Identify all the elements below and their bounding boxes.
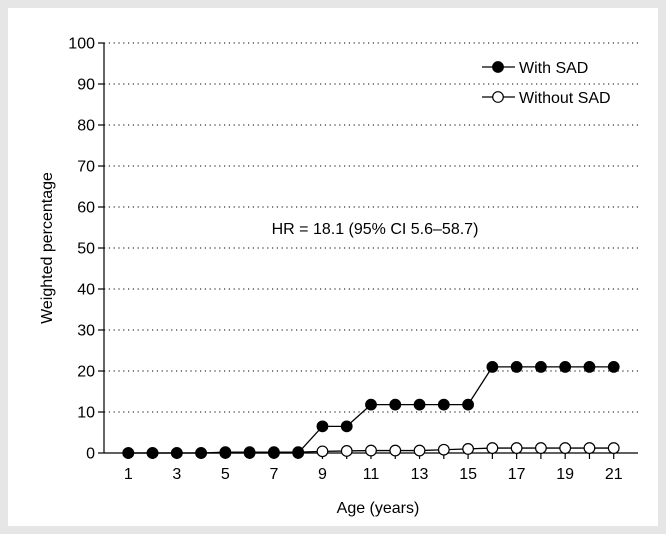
x-tick-label-1: 1 bbox=[124, 466, 133, 483]
with-sad-point-15 bbox=[462, 398, 474, 411]
with-sad-point-5 bbox=[219, 447, 232, 459]
with-sad-point-20 bbox=[583, 361, 596, 373]
with-sad-point-14 bbox=[437, 398, 450, 411]
legend: With SAD Without SAD bbox=[482, 60, 611, 107]
with-sad-point-11 bbox=[365, 398, 377, 411]
without-sad-point-14 bbox=[437, 443, 450, 456]
x-tick-label-13: 13 bbox=[411, 466, 429, 483]
y-tick-label-50: 50 bbox=[77, 241, 95, 258]
x-tick-label-7: 7 bbox=[269, 466, 278, 483]
hazard-ratio-annotation: HR = 18.1 (95% CI 5.6–58.7) bbox=[272, 221, 479, 238]
without-sad-point-12 bbox=[389, 444, 402, 457]
without-sad-point-15 bbox=[462, 443, 474, 455]
series-layer bbox=[122, 361, 620, 459]
legend-label-with-sad: With SAD bbox=[519, 60, 588, 77]
x-tick-label-3: 3 bbox=[172, 466, 181, 483]
plot-panel bbox=[8, 8, 658, 526]
with-sad-point-3 bbox=[170, 447, 183, 459]
without-sad-point-21 bbox=[607, 442, 620, 454]
with-sad-point-21 bbox=[607, 361, 620, 373]
with-sad-point-1 bbox=[122, 447, 135, 459]
y-tick-label-0: 0 bbox=[86, 446, 95, 463]
x-tick-label-9: 9 bbox=[318, 466, 327, 483]
y-axis-label: Weighted percentage bbox=[39, 172, 56, 324]
with-sad-point-12 bbox=[389, 398, 402, 411]
x-tick-label-21: 21 bbox=[605, 466, 623, 483]
y-tick-label-30: 30 bbox=[77, 323, 95, 340]
legend-marker-without-sad bbox=[492, 91, 504, 103]
y-tick-label-90: 90 bbox=[77, 77, 95, 94]
without-sad-point-16 bbox=[486, 442, 499, 454]
without-sad-point-20 bbox=[583, 442, 596, 454]
with-sad-point-13 bbox=[413, 398, 426, 411]
without-sad-point-18 bbox=[535, 442, 547, 454]
series-with-sad bbox=[122, 361, 620, 459]
without-sad-point-13 bbox=[413, 444, 426, 457]
y-tick-label-20: 20 bbox=[77, 364, 95, 381]
with-sad-point-17 bbox=[510, 361, 523, 373]
y-tick-label-100: 100 bbox=[68, 36, 95, 53]
y-tick-label-60: 60 bbox=[77, 200, 95, 217]
without-sad-point-11 bbox=[365, 444, 377, 457]
without-sad-point-9 bbox=[316, 445, 329, 458]
with-sad-point-19 bbox=[559, 361, 572, 373]
y-tick-label-10: 10 bbox=[77, 405, 95, 422]
y-tick-label-80: 80 bbox=[77, 118, 95, 135]
with-sad-point-16 bbox=[486, 361, 499, 373]
with-sad-point-18 bbox=[535, 361, 547, 373]
legend-marker-with-sad bbox=[492, 61, 504, 73]
without-sad-point-17 bbox=[510, 442, 523, 454]
with-sad-point-4 bbox=[195, 447, 207, 459]
y-tick-label-70: 70 bbox=[77, 159, 95, 176]
without-sad-point-10 bbox=[340, 445, 353, 457]
x-tick-label-11: 11 bbox=[363, 466, 380, 483]
x-tick-label-19: 19 bbox=[556, 466, 574, 483]
with-sad-point-9 bbox=[316, 420, 329, 433]
legend-label-without-sad: Without SAD bbox=[519, 90, 611, 107]
x-tick-label-17: 17 bbox=[508, 466, 526, 483]
with-sad-point-8 bbox=[292, 447, 305, 459]
with-sad-point-10 bbox=[340, 420, 353, 433]
y-tick-label-40: 40 bbox=[77, 282, 95, 299]
x-tick-label-5: 5 bbox=[221, 466, 230, 483]
without-sad-point-19 bbox=[559, 442, 572, 454]
with-sad-point-6 bbox=[243, 447, 256, 459]
with-sad-point-2 bbox=[146, 447, 159, 459]
with-sad-point-7 bbox=[268, 447, 280, 459]
x-axis-label: Age (years) bbox=[337, 500, 420, 517]
x-tick-label-15: 15 bbox=[459, 466, 477, 483]
